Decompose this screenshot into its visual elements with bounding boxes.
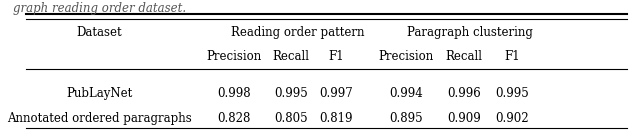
Text: 0.805: 0.805	[275, 112, 308, 125]
Text: F1: F1	[328, 50, 344, 63]
Text: Dataset: Dataset	[76, 26, 122, 39]
Text: 0.994: 0.994	[390, 87, 423, 100]
Text: Recall: Recall	[273, 50, 310, 63]
Text: graph reading order dataset.: graph reading order dataset.	[13, 2, 186, 15]
Text: Annotated ordered paragraphs: Annotated ordered paragraphs	[7, 112, 191, 125]
Text: 0.895: 0.895	[390, 112, 423, 125]
Text: Paragraph clustering: Paragraph clustering	[408, 26, 533, 39]
Text: Recall: Recall	[445, 50, 483, 63]
Text: 0.902: 0.902	[495, 112, 529, 125]
Text: F1: F1	[504, 50, 520, 63]
Text: 0.995: 0.995	[495, 87, 529, 100]
Text: 0.998: 0.998	[217, 87, 250, 100]
Text: Precision: Precision	[206, 50, 261, 63]
Text: Precision: Precision	[379, 50, 434, 63]
Text: 0.819: 0.819	[319, 112, 353, 125]
Text: 0.995: 0.995	[275, 87, 308, 100]
Text: 0.997: 0.997	[319, 87, 353, 100]
Text: Reading order pattern: Reading order pattern	[231, 26, 364, 39]
Text: 0.996: 0.996	[447, 87, 481, 100]
Text: 0.828: 0.828	[217, 112, 250, 125]
Text: 0.909: 0.909	[447, 112, 481, 125]
Text: PubLayNet: PubLayNet	[66, 87, 132, 100]
